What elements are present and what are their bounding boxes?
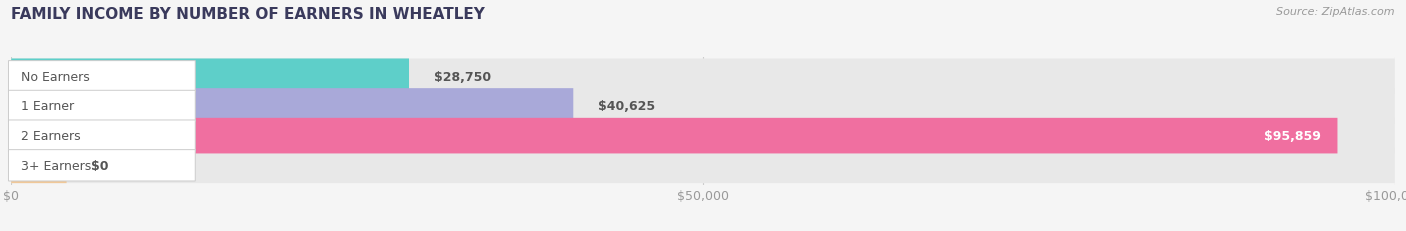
- Text: 1 Earner: 1 Earner: [21, 100, 75, 113]
- FancyBboxPatch shape: [11, 148, 66, 183]
- Text: $28,750: $28,750: [434, 70, 491, 83]
- FancyBboxPatch shape: [11, 118, 1337, 154]
- Text: FAMILY INCOME BY NUMBER OF EARNERS IN WHEATLEY: FAMILY INCOME BY NUMBER OF EARNERS IN WH…: [11, 7, 485, 22]
- FancyBboxPatch shape: [8, 91, 195, 122]
- FancyBboxPatch shape: [8, 61, 195, 93]
- Text: $0: $0: [91, 159, 110, 172]
- FancyBboxPatch shape: [11, 148, 1395, 183]
- FancyBboxPatch shape: [11, 59, 1395, 95]
- Text: $95,859: $95,859: [1264, 130, 1320, 143]
- Text: Source: ZipAtlas.com: Source: ZipAtlas.com: [1277, 7, 1395, 17]
- FancyBboxPatch shape: [8, 150, 195, 181]
- FancyBboxPatch shape: [11, 59, 409, 95]
- FancyBboxPatch shape: [11, 89, 1395, 124]
- FancyBboxPatch shape: [8, 120, 195, 152]
- FancyBboxPatch shape: [11, 118, 1395, 154]
- FancyBboxPatch shape: [11, 89, 574, 124]
- Text: No Earners: No Earners: [21, 70, 90, 83]
- Text: $40,625: $40,625: [598, 100, 655, 113]
- Text: 2 Earners: 2 Earners: [21, 130, 80, 143]
- Text: 3+ Earners: 3+ Earners: [21, 159, 91, 172]
